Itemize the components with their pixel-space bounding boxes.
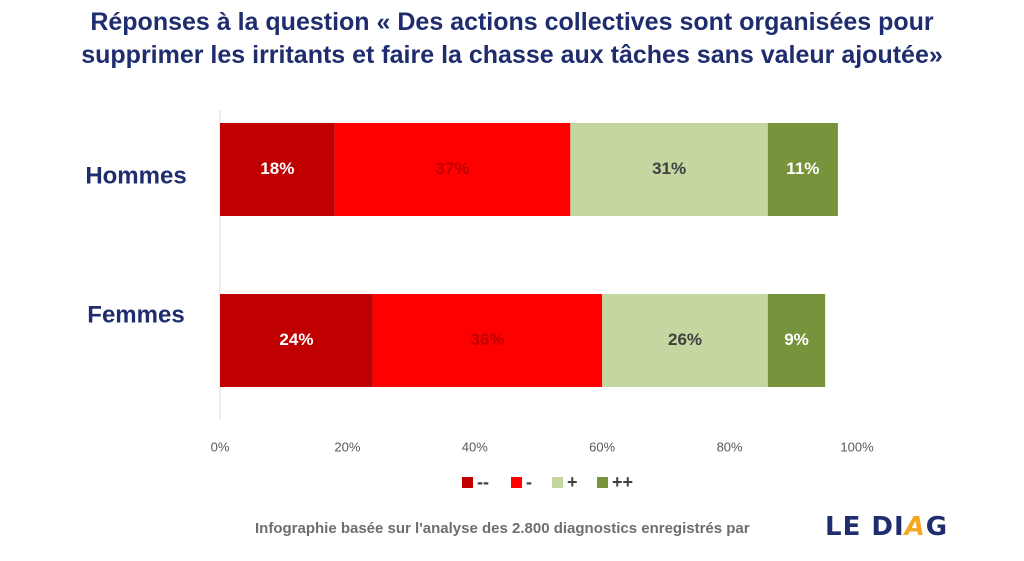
bar-femmes-series-1 xyxy=(220,294,373,387)
legend-label-1: -- xyxy=(477,472,489,492)
legend-swatch-4 xyxy=(597,477,608,488)
bar-hommes-series-1 xyxy=(220,123,335,216)
legend-label-2: - xyxy=(526,472,532,492)
x-tick-label: 80% xyxy=(717,439,743,454)
legend-swatch-2 xyxy=(511,477,522,488)
bar-femmes-series-4 xyxy=(767,294,826,387)
x-tick-label: 60% xyxy=(589,439,615,454)
data-label-femmes-series-2: 36% xyxy=(471,330,505,349)
category-label-femmes: Femmes xyxy=(87,301,184,328)
legend-label-4: ++ xyxy=(612,472,633,492)
legend-swatch-1 xyxy=(462,477,473,488)
data-label-femmes-series-3: 26% xyxy=(668,330,702,349)
data-label-hommes-series-2: 37% xyxy=(435,159,469,178)
bar-hommes-series-3 xyxy=(570,123,768,216)
bar-femmes-series-3 xyxy=(602,294,768,387)
data-label-femmes-series-4: 9% xyxy=(784,330,809,349)
data-label-hommes-series-4: 11% xyxy=(786,159,819,178)
brand-logo: LE DIAG xyxy=(825,512,948,542)
legend-swatch-3 xyxy=(552,477,563,488)
brand-logo-part-1: LE DI xyxy=(825,512,905,542)
brand-logo-part-2: G xyxy=(925,512,949,542)
stacked-bar-chart: Hommes 18% 37% 31% 11% Femmes 24% 36% 26% 9% 0% 20%… xyxy=(85,110,874,492)
x-tick-label: 20% xyxy=(334,439,360,454)
legend-label-3: + xyxy=(567,472,578,492)
chart-title: Réponses à la question « Des actions col… xyxy=(0,6,1024,72)
footer-caption: Infographie basée sur l'analyse des 2.80… xyxy=(255,520,750,537)
data-label-hommes-series-1: 18% xyxy=(260,159,294,178)
x-tick-label: 40% xyxy=(462,439,488,454)
bar-hommes-series-2 xyxy=(334,123,571,216)
bar-hommes-series-4 xyxy=(767,123,838,216)
category-label-hommes: Hommes xyxy=(85,162,186,189)
bar-femmes-series-2 xyxy=(372,294,603,387)
chart-title-line-2: supprimer les irritants et faire la chas… xyxy=(81,41,943,69)
data-label-hommes-series-3: 31% xyxy=(652,159,686,178)
chart-title-line-1: Réponses à la question « Des actions col… xyxy=(90,8,934,36)
data-label-femmes-series-1: 24% xyxy=(279,330,313,349)
x-tick-label: 100% xyxy=(840,439,874,454)
x-tick-label: 0% xyxy=(211,439,230,454)
brand-logo-accent: A xyxy=(904,512,926,542)
